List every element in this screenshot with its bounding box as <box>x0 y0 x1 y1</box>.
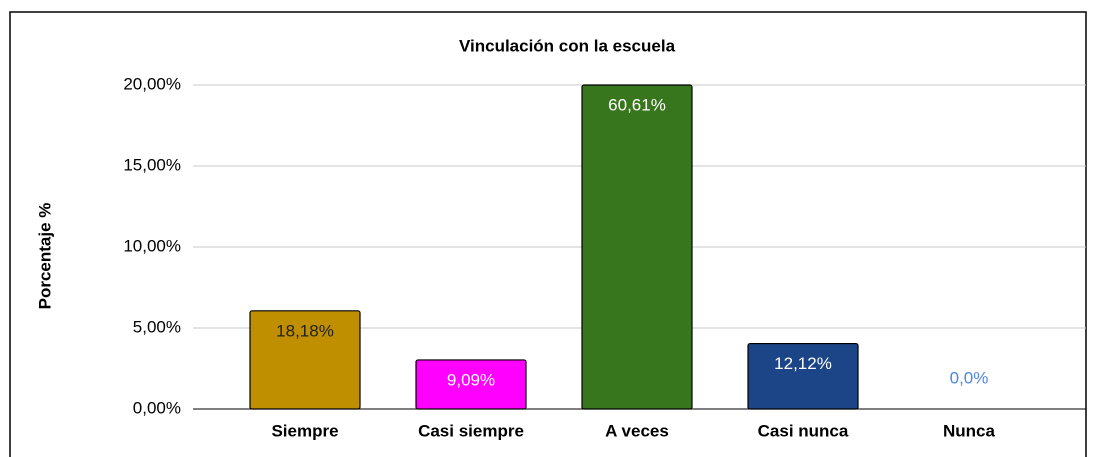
x-tick-label: A veces <box>605 421 669 440</box>
y-tick-label: 20,00% <box>123 74 181 93</box>
y-tick-label: 10,00% <box>123 236 181 255</box>
chart-title: Vinculación con la escuela <box>459 36 676 55</box>
x-tick-label: Nunca <box>943 421 996 440</box>
data-label: 60,61% <box>608 95 666 114</box>
y-axis-label: Porcentaje % <box>35 203 54 310</box>
data-label: 12,12% <box>774 354 832 373</box>
data-label: 18,18% <box>276 321 334 340</box>
bar <box>581 84 693 410</box>
y-tick-label: 5,00% <box>133 317 181 336</box>
bar <box>249 310 361 410</box>
bar <box>415 359 527 410</box>
data-label: 0,0% <box>950 368 989 387</box>
y-tick-label: 0,00% <box>133 398 181 417</box>
x-tick-label: Casi siempre <box>418 421 524 440</box>
bar <box>747 342 859 410</box>
y-tick-label: 15,00% <box>123 155 181 174</box>
x-tick-label: Siempre <box>271 421 338 440</box>
frame <box>9 11 1087 457</box>
x-tick-label: Casi nunca <box>758 421 849 440</box>
data-label: 9,09% <box>447 370 495 389</box>
